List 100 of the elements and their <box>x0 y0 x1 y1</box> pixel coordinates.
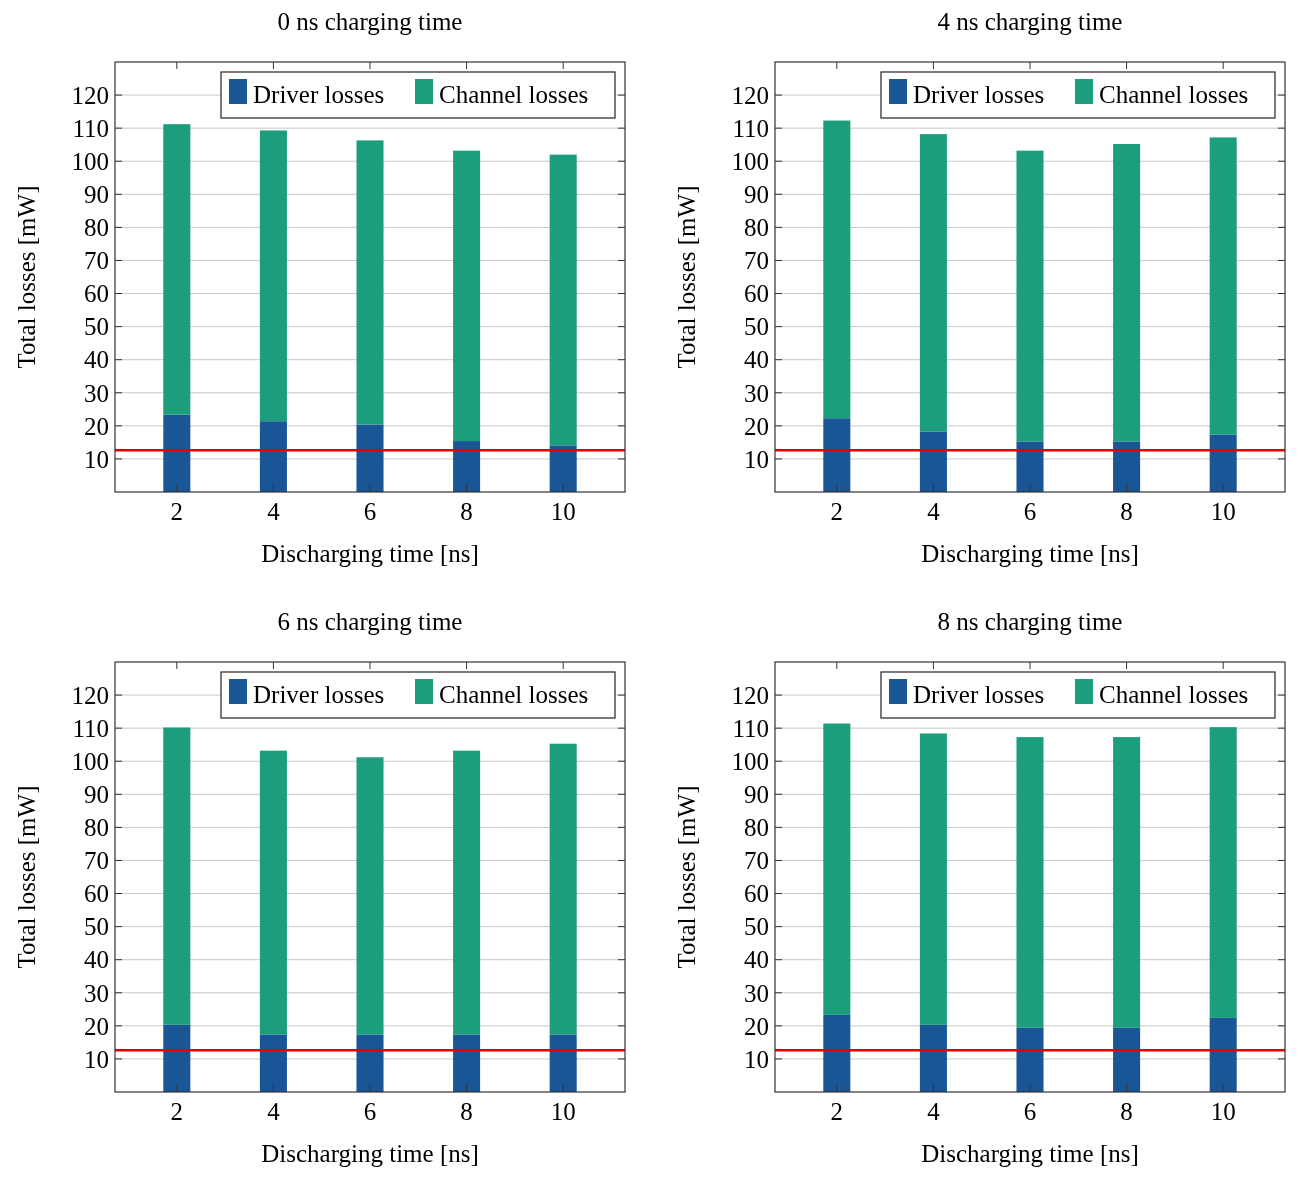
bar <box>1016 1027 1044 1092</box>
y-tick-label: 90 <box>744 181 769 209</box>
bar <box>1016 441 1044 492</box>
y-axis-title: Total losses [mW] <box>13 185 40 369</box>
y-tick-label: 120 <box>71 681 109 709</box>
x-tick-label: 8 <box>460 498 473 525</box>
bar <box>919 134 947 432</box>
x-tick-label: 6 <box>1023 498 1037 525</box>
y-tick-label: 120 <box>731 681 769 709</box>
y-tick-label: 50 <box>744 913 769 941</box>
y-tick-label: 60 <box>84 280 109 308</box>
x-tick-label: 10 <box>550 1098 576 1125</box>
y-tick-label: 110 <box>732 114 769 142</box>
x-tick-label: 8 <box>1120 498 1133 525</box>
legend-label: Channel losses <box>1099 81 1249 108</box>
y-tick-label: 70 <box>744 847 769 875</box>
bar <box>1016 150 1044 442</box>
y-axis-title: Total losses [mW] <box>673 785 700 969</box>
chart-title: 4 ns charging time <box>937 8 1123 35</box>
x-tick-label: 6 <box>1023 1098 1037 1125</box>
y-axis-title: Total losses [mW] <box>673 185 700 369</box>
bar <box>919 1024 947 1092</box>
y-tick-label: 30 <box>84 379 109 407</box>
bar <box>356 1034 384 1092</box>
bar <box>1209 434 1237 492</box>
y-tick-label: 30 <box>84 979 109 1007</box>
bar <box>163 124 191 415</box>
x-tick-label: 4 <box>927 1098 941 1125</box>
x-tick-label: 10 <box>1210 1098 1236 1125</box>
y-tick-label: 110 <box>72 714 109 742</box>
bar <box>453 1034 481 1092</box>
y-tick-label: 40 <box>744 346 769 374</box>
bar <box>1209 727 1237 1018</box>
x-tick-label: 6 <box>363 498 377 525</box>
y-tick-label: 10 <box>84 445 109 473</box>
x-axis-title: Discharging time [ns] <box>921 540 1139 567</box>
y-tick-label: 110 <box>732 714 769 742</box>
y-tick-label: 10 <box>744 1045 769 1073</box>
y-tick-label: 60 <box>744 880 769 908</box>
x-tick-label: 2 <box>170 1098 184 1125</box>
bar <box>259 750 287 1035</box>
bar <box>356 757 384 1035</box>
x-tick-label: 8 <box>460 1098 473 1125</box>
bar <box>919 431 947 492</box>
y-tick-label: 10 <box>744 445 769 473</box>
chart-title: 8 ns charging time <box>937 608 1123 635</box>
bar <box>1016 737 1044 1028</box>
bar <box>1113 737 1141 1028</box>
y-tick-label: 70 <box>84 247 109 275</box>
y-tick-label: 40 <box>744 946 769 974</box>
y-tick-label: 90 <box>84 781 109 809</box>
y-tick-label: 70 <box>744 247 769 275</box>
bar <box>356 424 384 492</box>
bar <box>1113 1027 1141 1092</box>
y-tick-label: 40 <box>84 346 109 374</box>
x-tick-label: 2 <box>170 498 184 525</box>
bar <box>1113 144 1141 442</box>
x-tick-label: 2 <box>830 1098 844 1125</box>
x-tick-label: 2 <box>830 498 844 525</box>
x-axis-title: Discharging time [ns] <box>261 540 479 567</box>
x-tick-label: 10 <box>1210 498 1236 525</box>
y-tick-label: 120 <box>71 81 109 109</box>
x-tick-label: 10 <box>550 498 576 525</box>
bar <box>163 414 191 492</box>
bar <box>1209 137 1237 435</box>
y-tick-label: 40 <box>84 946 109 974</box>
y-tick-label: 10 <box>84 1045 109 1073</box>
y-tick-label: 50 <box>84 313 109 341</box>
y-tick-label: 80 <box>84 814 109 842</box>
y-tick-label: 20 <box>744 1012 769 1040</box>
bar <box>259 130 287 422</box>
legend-label: Driver losses <box>913 81 1045 108</box>
y-tick-label: 30 <box>744 379 769 407</box>
y-tick-label: 100 <box>731 147 769 175</box>
y-tick-label: 90 <box>84 181 109 209</box>
x-tick-label: 8 <box>1120 1098 1133 1125</box>
x-tick-label: 4 <box>927 498 941 525</box>
bar <box>259 1034 287 1092</box>
bar <box>453 441 481 492</box>
y-tick-label: 80 <box>744 214 769 242</box>
bar <box>549 1034 577 1092</box>
x-tick-label: 4 <box>267 498 281 525</box>
legend-label: Driver losses <box>253 681 385 708</box>
y-axis-title: Total losses [mW] <box>13 785 40 969</box>
bar <box>823 723 851 1015</box>
bar <box>823 1014 851 1092</box>
y-tick-label: 110 <box>72 114 109 142</box>
x-axis-title: Discharging time [ns] <box>261 1140 479 1167</box>
x-axis-title: Discharging time [ns] <box>921 1140 1139 1167</box>
legend-label: Driver losses <box>253 81 385 108</box>
y-tick-label: 60 <box>744 280 769 308</box>
bar <box>823 418 851 492</box>
x-tick-label: 6 <box>363 1098 377 1125</box>
y-tick-label: 20 <box>84 412 109 440</box>
bar <box>259 421 287 492</box>
y-tick-label: 50 <box>744 313 769 341</box>
bar <box>453 150 481 442</box>
y-tick-label: 80 <box>744 814 769 842</box>
chart-title: 0 ns charging time <box>277 8 463 35</box>
x-tick-label: 4 <box>267 1098 281 1125</box>
